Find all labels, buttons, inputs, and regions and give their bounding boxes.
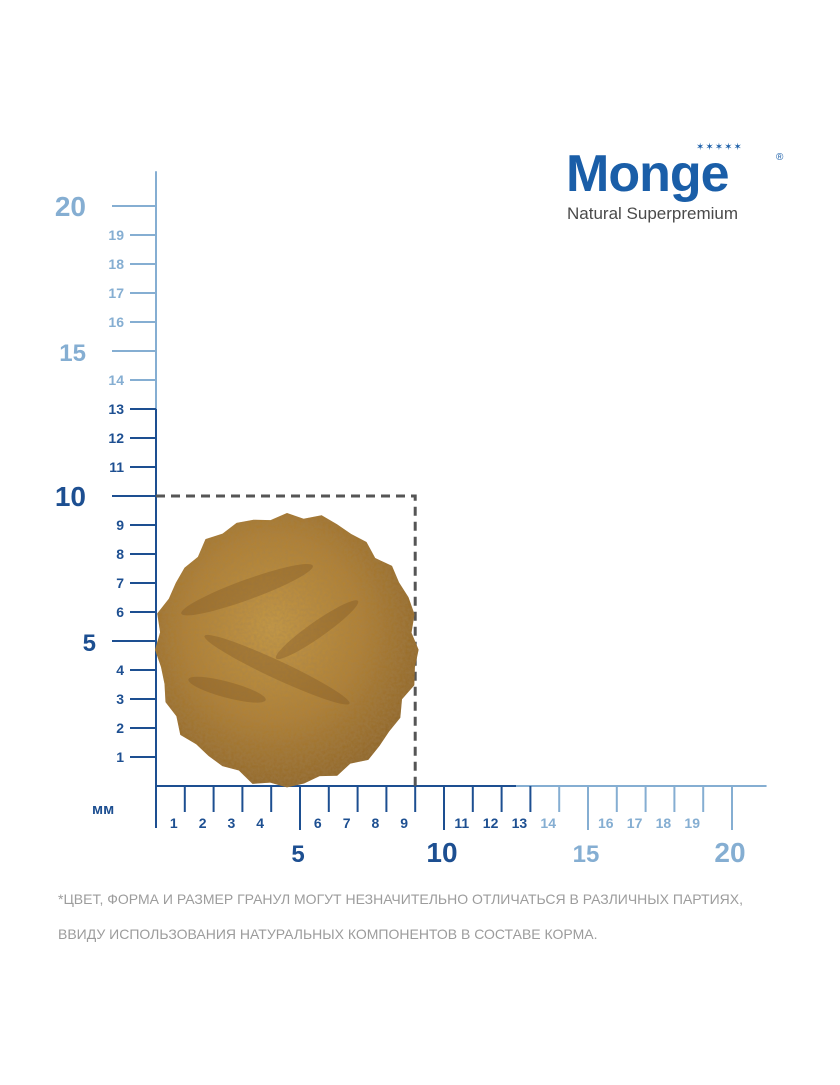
y-major-label: 10 [55, 481, 86, 512]
y-tick-label: 13 [108, 401, 124, 417]
x-tick-label: 2 [199, 815, 207, 831]
y-tick-label: 19 [108, 227, 124, 243]
x-tick-label: 14 [540, 815, 556, 831]
x-major-label: 20 [714, 837, 745, 868]
x-tick-label: 8 [372, 815, 380, 831]
x-tick-label: 1 [170, 815, 178, 831]
x-tick-label: 19 [684, 815, 700, 831]
y-tick-label: 3 [116, 691, 124, 707]
brand-name: Monge [566, 145, 730, 203]
x-tick-label: 12 [483, 815, 499, 831]
disclaimer-line-2: ВВИДУ ИСПОЛЬЗОВАНИЯ НАТУРАЛЬНЫХ КОМПОНЕН… [58, 926, 598, 942]
kibble-texture-streak [275, 600, 359, 660]
x-tick-label: 6 [314, 815, 322, 831]
y-tick-label: 18 [108, 256, 124, 272]
unit-label: мм [92, 801, 114, 818]
y-major-label: 5 [83, 630, 96, 657]
x-tick-label: 4 [256, 815, 264, 831]
y-tick-label: 16 [108, 314, 124, 330]
brand-stars-icon: ✶✶✶✶✶ [696, 142, 743, 153]
x-tick-label: 13 [512, 815, 528, 831]
size-guide-dashed-box [156, 494, 417, 786]
kibble-texture-streak [188, 676, 266, 703]
brand-logo: Monge ✶✶✶✶✶ ® Natural Superpremium [566, 142, 796, 232]
y-tick-label: 17 [108, 285, 124, 301]
y-tick-label: 2 [116, 720, 124, 736]
x-tick-label: 18 [656, 815, 672, 831]
y-tick-label: 11 [109, 459, 124, 475]
y-tick-label: 12 [108, 430, 124, 446]
kibble-texture-streak [181, 563, 313, 616]
x-tick-label: 11 [454, 815, 469, 831]
y-major-label: 15 [59, 340, 86, 367]
x-tick-label: 3 [228, 815, 236, 831]
kibble-pellet-image [155, 513, 419, 788]
x-tick-label: 16 [598, 815, 614, 831]
y-tick-label: 6 [116, 604, 124, 620]
y-tick-label: 14 [108, 372, 124, 388]
registered-mark: ® [776, 152, 784, 163]
x-major-label: 15 [573, 841, 600, 868]
x-major-label: 10 [426, 837, 457, 868]
x-major-label: 5 [291, 841, 304, 868]
y-tick-label: 8 [116, 546, 124, 562]
x-tick-label: 9 [400, 815, 408, 831]
disclaimer-line-1: *ЦВЕТ, ФОРМА И РАЗМЕР ГРАНУЛ МОГУТ НЕЗНА… [58, 891, 743, 907]
kibble-texture-streak [204, 634, 350, 705]
y-tick-label: 4 [116, 662, 124, 678]
y-tick-label: 1 [116, 749, 124, 765]
brand-tagline: Natural Superpremium [567, 204, 739, 223]
y-major-label: 20 [55, 191, 86, 222]
x-tick-label: 17 [627, 815, 643, 831]
y-tick-label: 7 [116, 575, 124, 591]
y-tick-label: 9 [116, 517, 124, 533]
x-tick-label: 7 [343, 815, 351, 831]
